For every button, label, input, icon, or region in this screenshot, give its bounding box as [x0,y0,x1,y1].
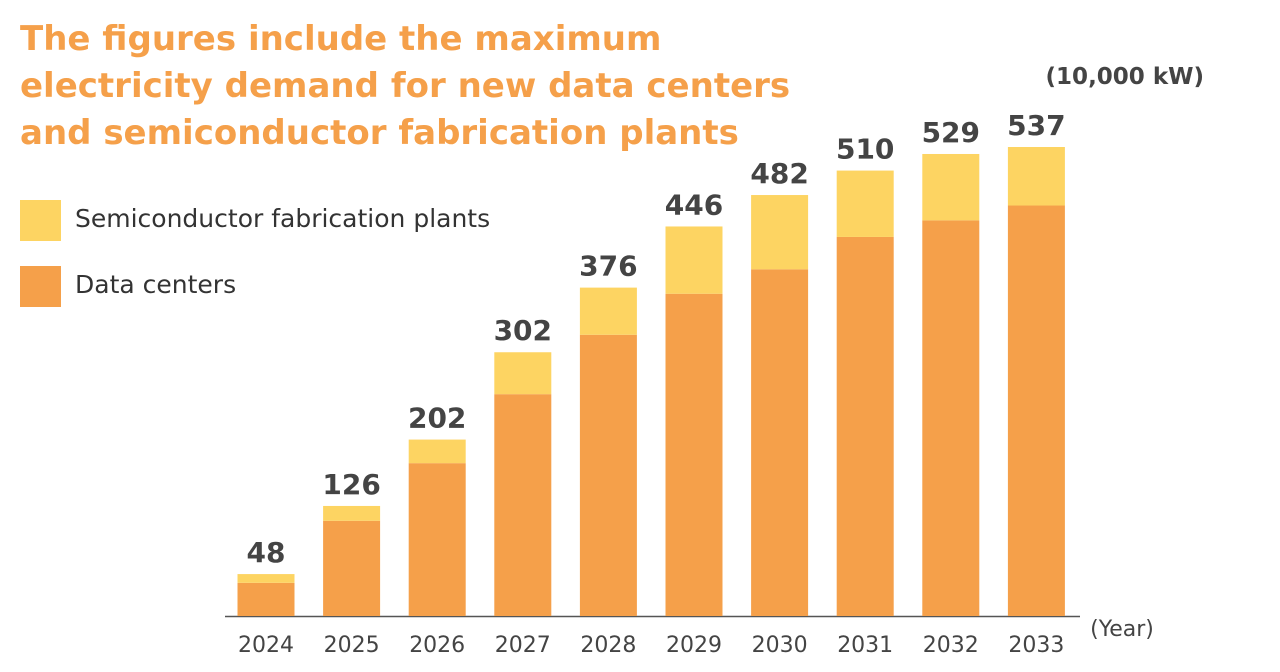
x-tick-label-2029: 2029 [666,633,722,658]
chart-title: The figures include the maximum electric… [20,16,791,157]
bar-data-2030 [751,269,809,616]
x-tick-label-2031: 2031 [837,633,893,658]
bar-semiconductor-2032 [922,153,980,221]
total-label-2025: 126 [322,468,380,501]
bar-data-2026 [408,463,466,616]
x-tick-label-2030: 2030 [752,633,808,658]
bar-semiconductor-2025 [323,505,381,521]
x-tick-label-2027: 2027 [495,633,551,658]
x-tick-label-2032: 2032 [923,633,979,658]
bar-semiconductor-2026 [408,439,466,464]
bar-semiconductor-2028 [579,287,637,335]
bar-semiconductor-2024 [237,574,295,583]
x-tick-label-2026: 2026 [409,633,465,658]
bar-data-2031 [836,236,894,617]
total-label-2024: 48 [247,536,286,569]
legend-swatch-semiconductor [20,200,61,241]
bar-data-2032 [922,220,980,616]
bar-data-2033 [1007,205,1065,617]
bar-data-2024 [237,582,295,616]
x-tick-label-2025: 2025 [324,633,380,658]
total-label-2026: 202 [408,402,466,435]
total-label-2032: 529 [922,116,980,149]
total-label-2033: 537 [1007,109,1065,142]
bar-semiconductor-2027 [494,352,552,395]
total-label-2029: 446 [665,188,723,221]
x-tick-label-2024: 2024 [238,633,294,658]
y-unit-label: (10,000 kW) [1045,64,1204,90]
bar-semiconductor-2033 [1007,147,1065,206]
legend-swatch-data-centers [20,266,61,307]
chart-title-line-2: electricity demand for new data centers [20,66,791,106]
legend-label-data-centers: Data centers [75,270,237,299]
bar-semiconductor-2029 [665,226,723,294]
total-label-2030: 482 [750,157,808,190]
legend-label-semiconductor: Semiconductor fabrication plants [75,204,491,233]
bar-data-2029 [665,293,723,616]
bar-data-2027 [494,394,552,616]
bar-data-2025 [323,520,381,616]
bar-semiconductor-2031 [836,170,894,237]
chart-title-line-3: and semiconductor fabrication plants [20,113,739,153]
total-label-2027: 302 [494,314,552,347]
x-tick-label-2033: 2033 [1008,633,1064,658]
total-label-2028: 376 [579,250,637,283]
bar-data-2028 [579,334,637,616]
x-unit-label: (Year) [1090,617,1154,642]
x-tick-label-2028: 2028 [580,633,636,658]
bar-semiconductor-2030 [751,195,809,270]
chart-title-line-1: The figures include the maximum [20,19,662,59]
total-label-2031: 510 [836,133,894,166]
